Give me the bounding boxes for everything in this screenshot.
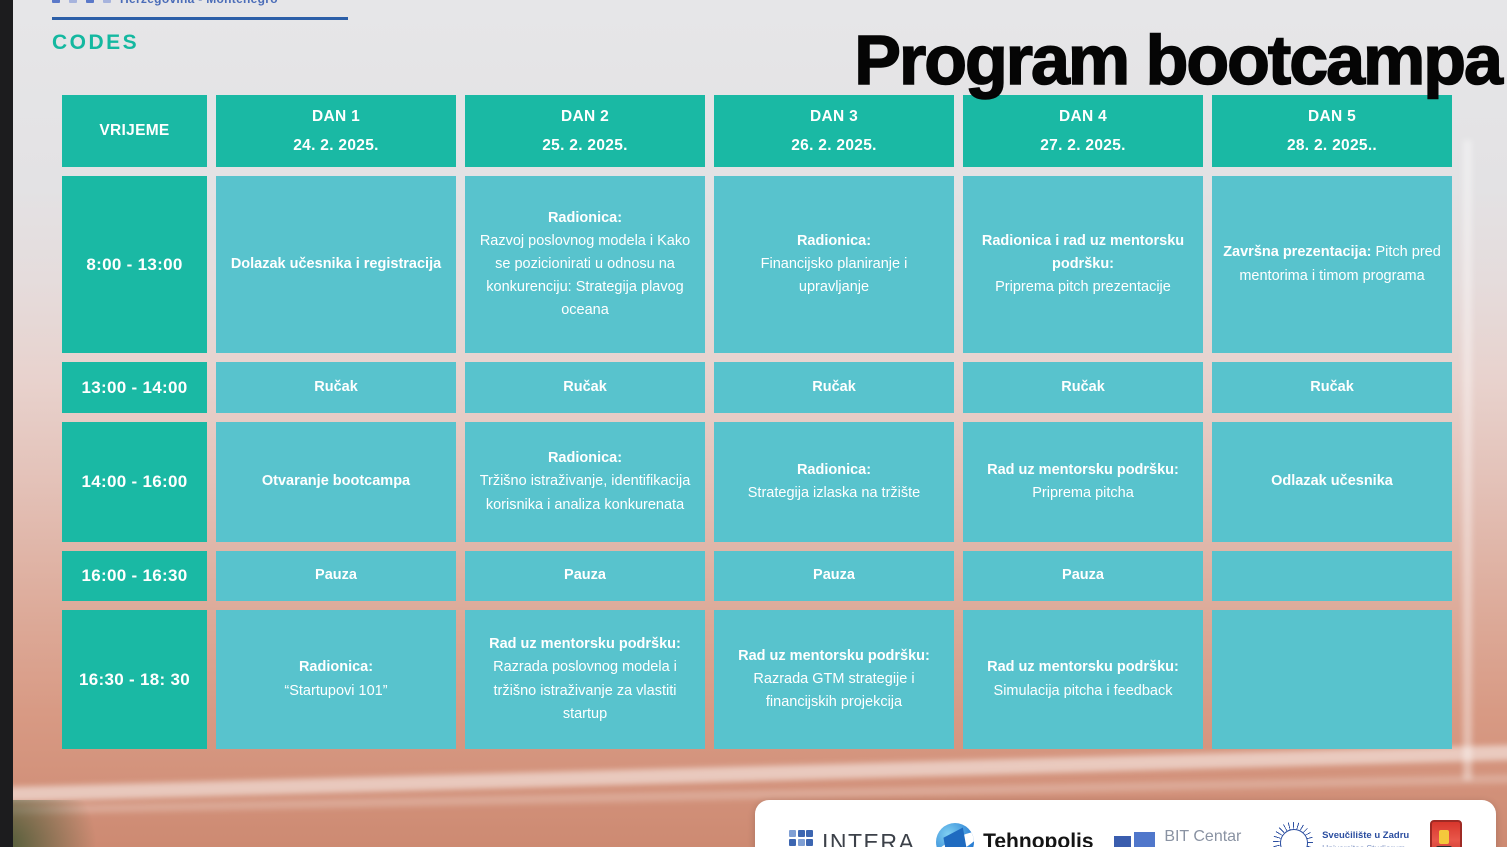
time-cell-row-4: 16:00 - 16:30 xyxy=(62,551,207,601)
schedule-cell-r2-d3: Ručak xyxy=(714,362,954,413)
schedule-cell-r5-d3: Rad uz mentorsku podršku: Razrada GTM str… xyxy=(714,610,954,749)
schedule-cell-r3-d5: Odlazak učesnika xyxy=(1212,422,1452,542)
schedule-cell-r5-d2: Rad uz mentorsku podršku: Razrada poslovn… xyxy=(465,610,705,749)
flag-square-icon xyxy=(52,0,60,3)
time-cell-row-3: 14:00 - 16:00 xyxy=(62,422,207,542)
schedule-cell-r1-d4: Radionica i rad uz mentorsku podršku: Pri… xyxy=(963,176,1203,353)
schedule-cell-r1-d1: Dolazak učesnika i registracija xyxy=(216,176,456,353)
university-latin-name: Universitas Studiorum xyxy=(1322,843,1409,847)
day-header-5: DAN 5 28. 2. 2025.. xyxy=(1212,95,1452,167)
schedule-cell-r4-d1: Pauza xyxy=(216,551,456,601)
partner-label: Herzegovina - Montenegro xyxy=(120,0,278,6)
schedule-table: VRIJEME DAN 1 24. 2. 2025. DAN 2 25. 2. 2025… xyxy=(62,95,1452,749)
schedule-cell-r2-d5: Ručak xyxy=(1212,362,1452,413)
codes-label: CODES xyxy=(52,31,140,54)
flag-square-icon xyxy=(86,0,94,3)
court-line-vertical xyxy=(1463,140,1472,780)
university-sunburst-icon xyxy=(1273,822,1314,847)
day-header-2: DAN 2 25. 2. 2025. xyxy=(465,95,705,167)
time-cell-row-1: 8:00 - 13:00 xyxy=(62,176,207,353)
schedule-cell-r4-d2: Pauza xyxy=(465,551,705,601)
day-header-1: DAN 1 24. 2. 2025. xyxy=(216,95,456,167)
schedule-cell-r1-d3: Radionica: Financijsko planiranje i uprav… xyxy=(714,176,954,353)
time-column-header: VRIJEME xyxy=(62,95,207,167)
intera-grid-icon xyxy=(789,830,813,847)
schedule-cell-r3-d2: Radionica: Tržišno istraživanje, identifi… xyxy=(465,422,705,542)
time-cell-row-2: 13:00 - 14:00 xyxy=(62,362,207,413)
header-divider xyxy=(52,17,348,20)
schedule-cell-r3-d1: Otvaranje bootcampa xyxy=(216,422,456,542)
time-cell-row-5: 16:30 - 18: 30 xyxy=(62,610,207,749)
schedule-cell-r1-d2: Radionica: Razvoj poslovnog modela i Kako… xyxy=(465,176,705,353)
university-zadar-logo: Sveučilište u Zadru Universitas Studioru… xyxy=(1273,822,1409,847)
schedule-cell-r5-d4: Rad uz mentorsku podršku: Simulacija pitc… xyxy=(963,610,1203,749)
city-crest-logo xyxy=(1429,820,1462,847)
tehnopolis-globe-icon xyxy=(936,823,975,847)
schedule-cell-r3-d4: Rad uz mentorsku podršku: Priprema pitcha xyxy=(963,422,1203,542)
tehnopolis-logo: Tehnopolis xyxy=(936,823,1094,847)
schedule-cell-r3-d3: Radionica: Strategija izlaska na tržište xyxy=(714,422,954,542)
bit-squares-icon xyxy=(1114,831,1156,847)
schedule-cell-r2-d1: Ručak xyxy=(216,362,456,413)
schedule-cell-r4-d5 xyxy=(1212,551,1452,601)
intera-logo: INTERA xyxy=(789,829,915,847)
intera-label: INTERA xyxy=(822,828,916,847)
program-partner-header: Herzegovina - Montenegro xyxy=(52,0,278,6)
bit-centar-logo: BIT Centar xyxy=(1114,827,1252,847)
schedule-cell-r5-d5 xyxy=(1212,610,1452,749)
grass-corner xyxy=(0,800,120,847)
page-title: Program bootcampa xyxy=(854,20,1504,100)
day-header-4: DAN 4 27. 2. 2025. xyxy=(963,95,1203,167)
schedule-cell-r4-d3: Pauza xyxy=(714,551,954,601)
tehnopolis-label: Tehnopolis xyxy=(983,830,1094,847)
coat-of-arms-icon xyxy=(1429,820,1462,847)
day-header-3: DAN 3 26. 2. 2025. xyxy=(714,95,954,167)
flag-square-icon xyxy=(103,0,111,3)
flag-square-icon xyxy=(69,0,77,3)
schedule-cell-r1-d5: Završna prezentacija: Pitch pred mentori… xyxy=(1212,176,1452,353)
sponsor-logo-bar: INTERA Tehnopolis BIT Centar Sveučilište… xyxy=(755,800,1496,847)
university-name: Sveučilište u Zadru xyxy=(1322,829,1410,841)
schedule-cell-r5-d1: Radionica: “Startupovi 101” xyxy=(216,610,456,749)
bit-centar-label: BIT Centar xyxy=(1164,828,1242,846)
schedule-cell-r2-d4: Ručak xyxy=(963,362,1203,413)
schedule-cell-r2-d2: Ručak xyxy=(465,362,705,413)
schedule-cell-r4-d4: Pauza xyxy=(963,551,1203,601)
left-dark-strip xyxy=(0,0,13,847)
